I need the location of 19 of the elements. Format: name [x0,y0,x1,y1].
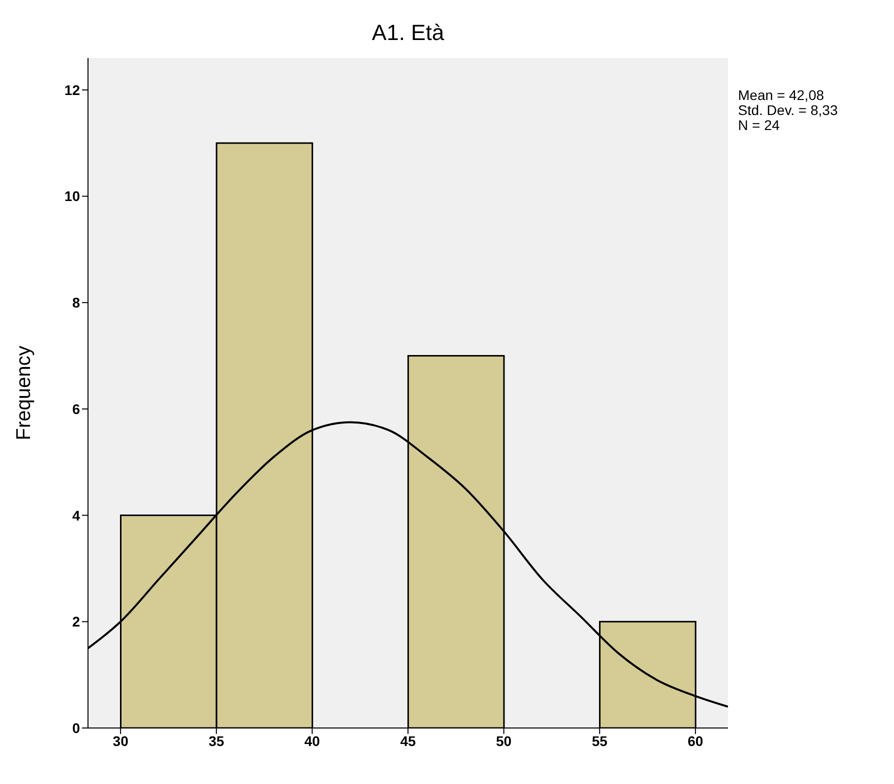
x-tick-label: 50 [496,732,512,749]
x-tick-label: 60 [688,732,704,749]
y-tick-label: 0 [72,720,80,736]
x-tick-label: 35 [208,732,224,749]
y-tick-label: 10 [64,188,80,204]
y-tick-label: 4 [72,507,80,524]
x-tick-label: 40 [304,732,320,749]
chart-title: A1. Età [370,20,446,46]
y-tick-label: 12 [64,82,80,98]
y-tick-label: 2 [72,614,80,630]
x-tick-label: 45 [400,732,416,749]
y-tick-label: 8 [72,294,80,311]
y-axis-title: Frequency [13,346,36,440]
y-tick-label: 6 [72,400,80,417]
text: N = 24 [738,117,781,133]
x-tick-label: 55 [592,732,608,749]
text: Std. Dev. = 8,33 [738,102,838,118]
x-tick-label: 30 [112,732,129,749]
text: Mean = 42,08 [738,87,826,103]
